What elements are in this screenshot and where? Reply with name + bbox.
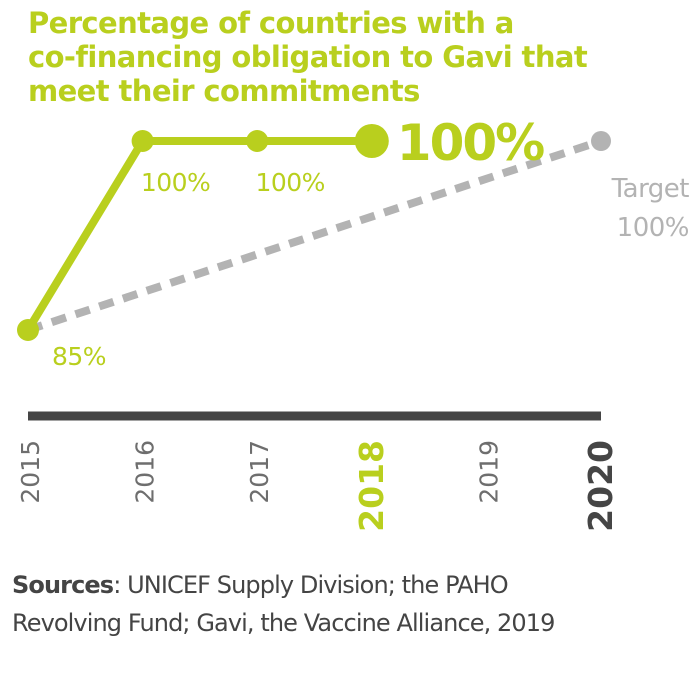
x-tick-label-2016: 2016 xyxy=(131,440,160,504)
actual-line xyxy=(24,137,372,333)
x-axis-ticks: 2015 2016 2017 2018 2019 2020 xyxy=(16,440,620,532)
target-line xyxy=(26,137,603,334)
target-label: Target xyxy=(611,174,690,204)
sources-note: Sources: UNICEF Supply Division; the PAH… xyxy=(12,566,692,642)
chart-title-line-2: co-financing obligation to Gavi that xyxy=(28,40,588,74)
actual-point-2017 xyxy=(246,130,269,152)
chart-title-line-1: Percentage of countries with a xyxy=(28,6,514,40)
actual-series xyxy=(17,124,389,341)
sources-line-2: Revolving Fund; Gavi, the Vaccine Allian… xyxy=(12,609,555,637)
actual-point-2016 xyxy=(131,130,154,152)
sources-label: Sources xyxy=(12,571,114,599)
chart-title-line-3: meet their commitments xyxy=(28,74,420,108)
data-label-2015: 85% xyxy=(52,342,106,371)
sources-text-1: : UNICEF Supply Division; the PAHO xyxy=(113,571,508,599)
x-tick-label-2015: 2015 xyxy=(16,440,45,504)
data-label-2018: 100% xyxy=(397,114,544,172)
data-labels: 85% 100% 100% 100% Target 100% xyxy=(52,114,690,371)
target-series xyxy=(26,131,611,334)
sources-line-1: Sources: UNICEF Supply Division; the PAH… xyxy=(12,566,692,604)
chart-title: Percentage of countries with a co-financ… xyxy=(28,6,688,108)
x-tick-label-2020: 2020 xyxy=(581,440,620,532)
x-tick-label-2019: 2019 xyxy=(474,440,503,504)
x-tick-label-2018: 2018 xyxy=(352,440,391,532)
data-label-2017: 100% xyxy=(255,168,324,197)
line-chart: 2015 2016 2017 2018 2019 2020 85% 100% 100% 100%… xyxy=(16,114,690,532)
target-value-label: 100% xyxy=(617,213,689,243)
x-tick-label-2017: 2017 xyxy=(245,440,274,504)
data-label-2016: 100% xyxy=(141,168,210,197)
actual-point-2018 xyxy=(354,124,389,158)
target-point-2020 xyxy=(591,131,611,151)
actual-point-2015 xyxy=(17,319,39,341)
